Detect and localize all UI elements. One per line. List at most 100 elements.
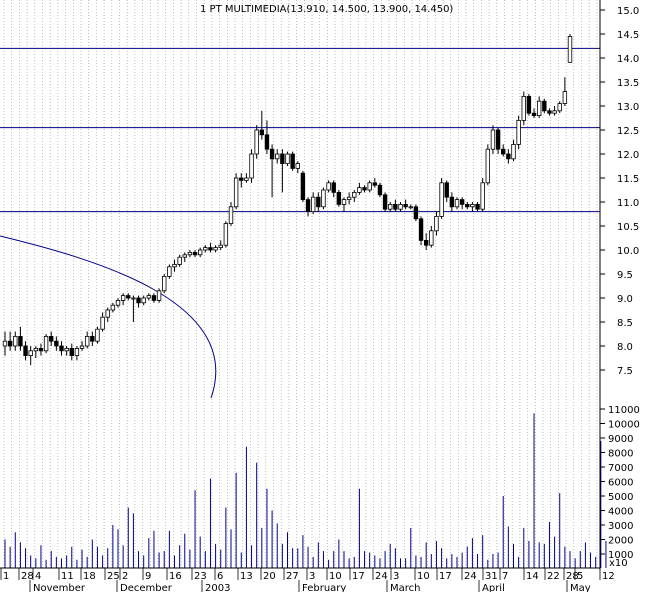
volume-tick-label: 1000 [608, 550, 633, 561]
volume-tick-label: 5000 [608, 492, 633, 503]
candle-body [213, 247, 218, 251]
candle-body [233, 177, 239, 208]
date-tick-label: 12 [602, 571, 615, 582]
date-tick-label: 7 [502, 571, 508, 582]
candle-body [485, 148, 491, 184]
candle-body [429, 230, 434, 246]
month-label: February [302, 583, 346, 592]
fan-arc-line [0, 235, 217, 399]
price-tick-label: 8.5 [617, 318, 633, 329]
candle-body [223, 223, 229, 246]
price-tick-label: 14.0 [617, 54, 639, 65]
candle-body [372, 182, 378, 186]
candle-body [64, 347, 69, 352]
candle-body [151, 295, 157, 301]
candle-body [531, 112, 537, 116]
candle-body [90, 335, 95, 342]
volume-tick-label: 6000 [608, 478, 633, 489]
candle-body [244, 177, 249, 181]
price-tick-label: 14.5 [617, 30, 639, 41]
price-tick-label: 9.0 [617, 294, 633, 305]
date-tick-label: 10 [417, 571, 430, 582]
volume-tick-label: 4000 [608, 507, 633, 518]
date-tick-label: 11 [61, 571, 74, 582]
candle-body [321, 189, 326, 208]
date-tick-label: 24 [464, 571, 477, 582]
candle-body [197, 249, 203, 256]
candle-body [28, 350, 33, 356]
date-tick-label: 2 [122, 571, 128, 582]
candle-body [285, 153, 290, 164]
candle-body [162, 275, 167, 292]
candle-body [495, 129, 501, 150]
candle-body [326, 182, 331, 191]
candle-body [434, 215, 439, 232]
candle-body [408, 206, 413, 209]
candle-body [336, 191, 342, 205]
candle-body [7, 340, 13, 347]
candle-body [377, 184, 383, 196]
price-tick-label: 11.5 [617, 174, 639, 185]
candle-body [23, 345, 28, 357]
candle-body [269, 148, 275, 160]
candle-body [418, 218, 424, 241]
date-tick-label: 3 [393, 571, 399, 582]
candle-body [357, 187, 362, 193]
candle-body [84, 335, 90, 347]
price-tick-label: 12.5 [617, 126, 639, 137]
price-tick-label: 7.5 [617, 366, 633, 377]
candle-body [146, 295, 152, 299]
candle-body [490, 129, 496, 150]
candle-body [275, 153, 280, 160]
date-tick-label: 6 [217, 571, 223, 582]
date-tick-label: 13 [240, 571, 253, 582]
candle-body [341, 199, 347, 205]
date-tick-label: 17 [439, 571, 452, 582]
candle-body [13, 335, 18, 347]
volume-tick-label: 11000 [608, 405, 640, 416]
date-tick-label: 27 [286, 571, 299, 582]
date-tick-label: 18 [83, 571, 96, 582]
candle-body [480, 182, 485, 210]
candle-body [203, 247, 208, 251]
month-label: 2003 [205, 583, 230, 592]
date-tick-label: 23 [194, 571, 207, 582]
candle-body [2, 340, 8, 347]
price-tick-label: 15.0 [617, 6, 639, 17]
candle-body [542, 100, 547, 112]
candle-body [310, 196, 316, 212]
date-tick-label: 28 [566, 571, 579, 582]
volume-unit-label: x10 [609, 558, 628, 569]
candle-body [208, 247, 213, 251]
price-tick-label: 12.0 [617, 150, 639, 161]
date-tick-label: 25 [107, 571, 120, 582]
chart-title-name: 1 PT MULTIMEDIA [200, 4, 287, 15]
candle-body [557, 103, 562, 112]
volume-tick-label: 9000 [608, 434, 633, 445]
candle-body [228, 206, 234, 225]
price-candles [2, 34, 573, 366]
candle-body [346, 196, 352, 200]
candle-body [167, 266, 172, 277]
candle-body [295, 163, 300, 169]
candle-body [38, 347, 44, 352]
candle-body [511, 143, 516, 160]
volume-axis-ticks: 1000 2000 3000 4000 5000 6000 7000 8000 9000 1000… [600, 405, 640, 561]
candle-body [182, 254, 187, 258]
candle-body [362, 187, 367, 191]
date-tick-label: 9 [145, 571, 151, 582]
candle-body [501, 148, 506, 155]
price-axis-ticks: 7.5 8.0 8.5 9.0 9.5 10.0 10.5 11.0 11.5 12.0 12.5 1… [600, 6, 639, 377]
date-tick-label: 5 [577, 571, 583, 582]
candle-body [156, 290, 162, 301]
price-tick-label: 8.0 [617, 342, 633, 353]
candle-body [33, 347, 39, 352]
date-tick-label: 3 [309, 571, 315, 582]
candle-body [95, 328, 100, 342]
candle-body [110, 304, 116, 311]
candle-body [141, 297, 146, 304]
candle-body [300, 172, 306, 200]
candle-body [69, 347, 74, 356]
candle-body [105, 309, 110, 318]
